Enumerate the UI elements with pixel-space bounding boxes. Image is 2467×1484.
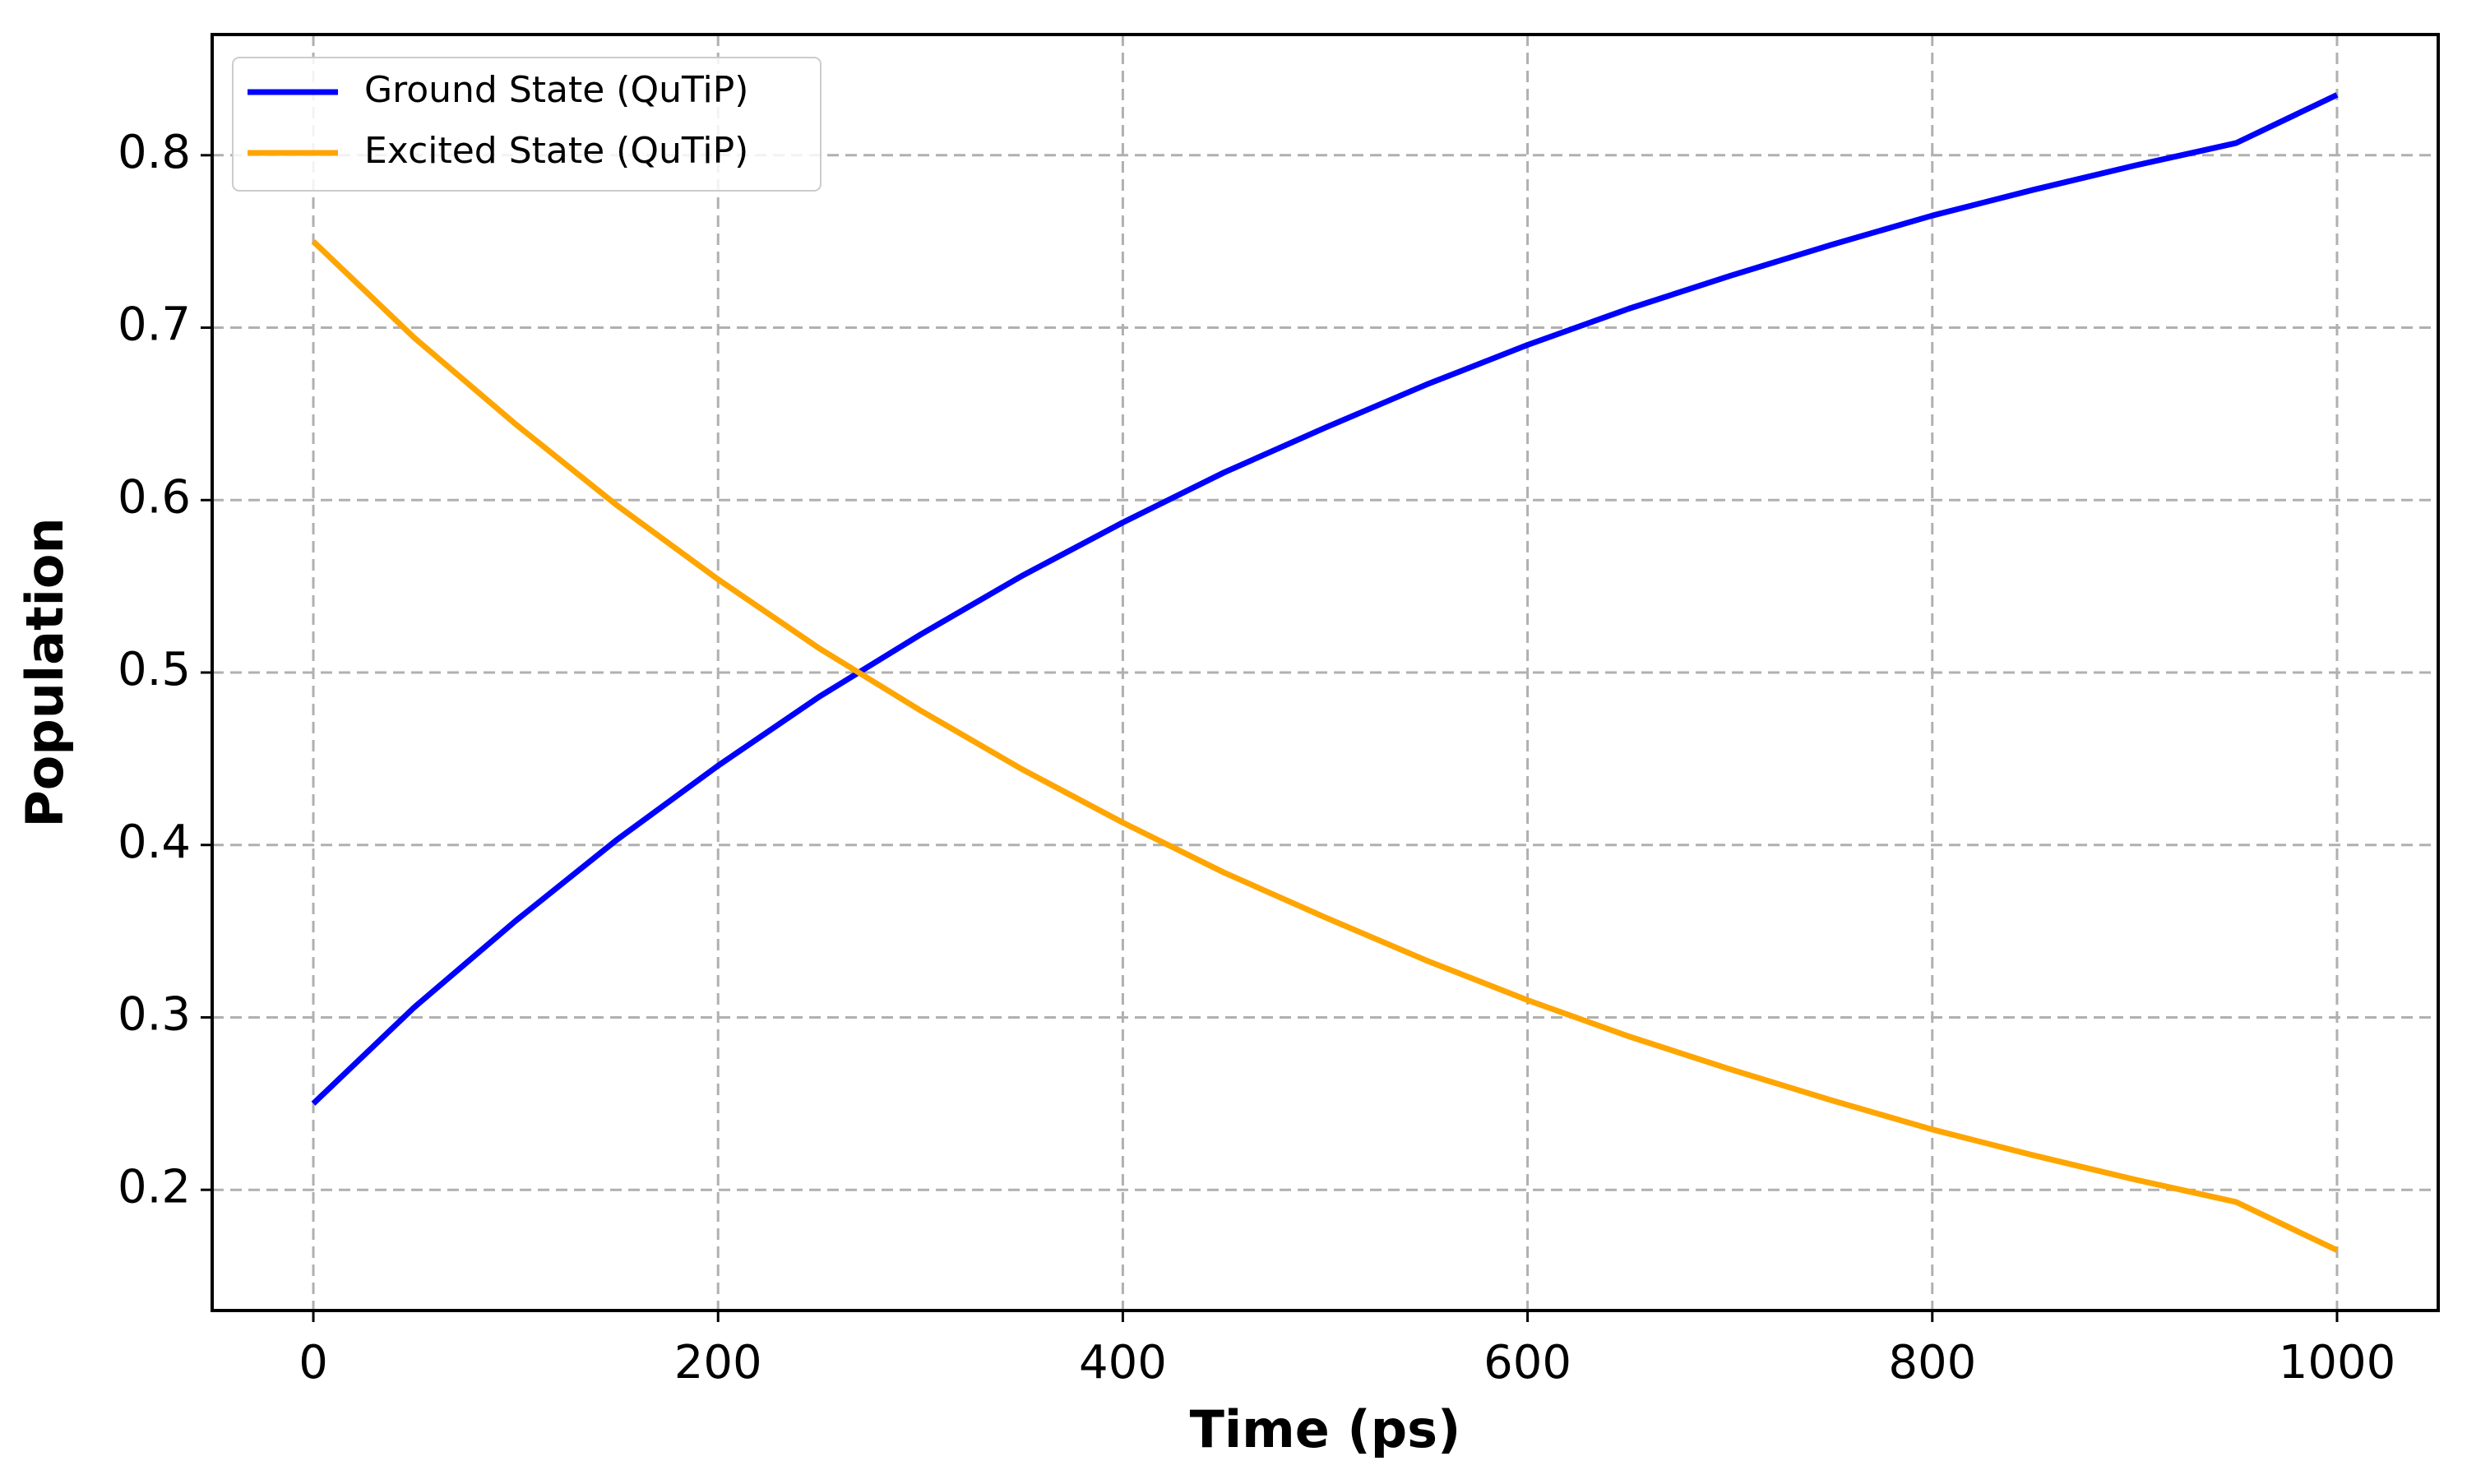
tick-layer: 0 200 400 600 800 1000 0.2 0.3 0.4 0.5 0.6 0.7 0.8 bbox=[118, 126, 2395, 1389]
x-axis-title: Time (ps) bbox=[1190, 1399, 1461, 1459]
x-tick-label: 1000 bbox=[2279, 1336, 2396, 1389]
legend-label-excited: Excited State (QuTiP) bbox=[364, 130, 748, 172]
y-tick-label: 0.6 bbox=[118, 470, 191, 524]
x-tick-label: 0 bbox=[299, 1336, 328, 1389]
y-tick-label: 0.7 bbox=[118, 298, 191, 352]
y-tick-label: 0.5 bbox=[118, 643, 191, 696]
grid-layer bbox=[212, 35, 2438, 1311]
y-tick-label: 0.8 bbox=[118, 126, 191, 179]
y-tick-label: 0.3 bbox=[118, 988, 191, 1042]
series-layer bbox=[311, 92, 2339, 1253]
x-tick-label: 200 bbox=[674, 1336, 762, 1389]
legend-label-ground: Ground State (QuTiP) bbox=[364, 69, 748, 111]
series-line-ground bbox=[311, 92, 2339, 1106]
legend-box bbox=[232, 57, 822, 192]
x-tick-label: 400 bbox=[1079, 1336, 1167, 1389]
y-tick-label: 0.4 bbox=[118, 816, 191, 869]
y-tick-label: 0.2 bbox=[118, 1160, 191, 1214]
x-tick-label: 800 bbox=[1888, 1336, 1976, 1389]
x-tick-label: 600 bbox=[1483, 1336, 1571, 1389]
y-axis-title: Population bbox=[15, 517, 75, 827]
series-line-excited bbox=[311, 239, 2339, 1253]
legend: Ground State (QuTiP) Excited State (QuTi… bbox=[232, 57, 822, 192]
